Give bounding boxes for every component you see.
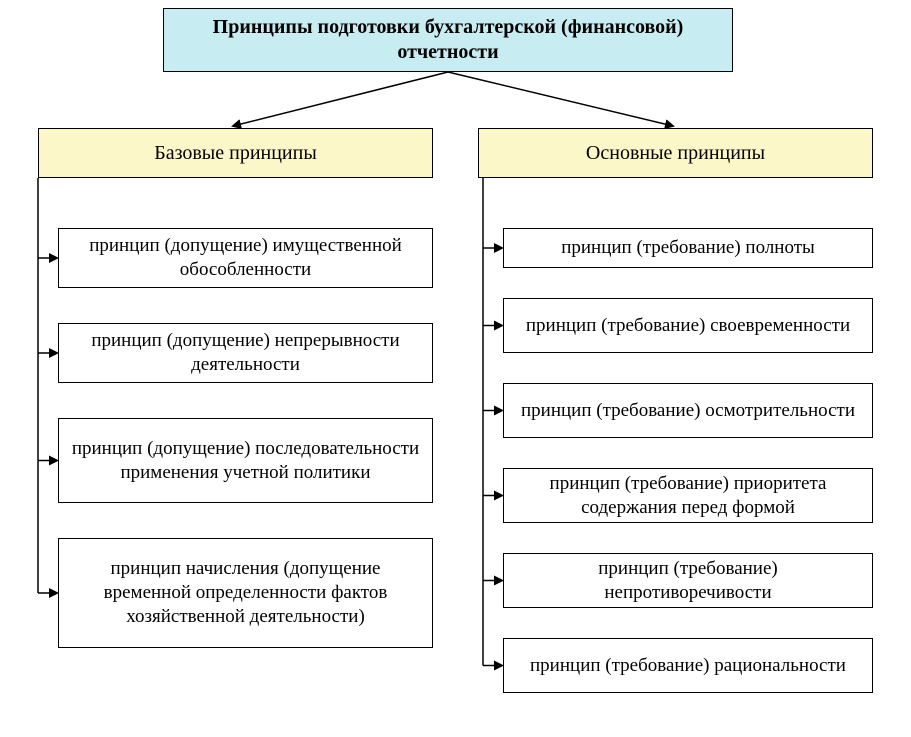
title-box: Принципы подготовки бухгалтерской (финан… — [163, 8, 733, 72]
right-item-1: принцип (требование) своевременности — [503, 298, 873, 353]
right-item-2: принцип (требование) осмотрительности — [503, 383, 873, 438]
right-item-5: принцип (требование) рациональности — [503, 638, 873, 693]
right-header-box: Основные принципы — [478, 128, 873, 178]
left-item-1: принцип (допущение) непрерывности деятел… — [58, 323, 433, 383]
left-item-2: принцип (допущение) последовательности п… — [58, 418, 433, 503]
left-item-0: принцип (допущение) имущественной обособ… — [58, 228, 433, 288]
right-item-3: принцип (требование) приоритета содержан… — [503, 468, 873, 523]
right-item-0: принцип (требование) полноты — [503, 228, 873, 268]
left-header-box: Базовые принципы — [38, 128, 433, 178]
right-item-4: принцип (требование) непротиворечивости — [503, 553, 873, 608]
flowchart-root: Принципы подготовки бухгалтерской (финан… — [8, 8, 903, 729]
left-item-3: принцип начисления (допущение временной … — [58, 538, 433, 648]
